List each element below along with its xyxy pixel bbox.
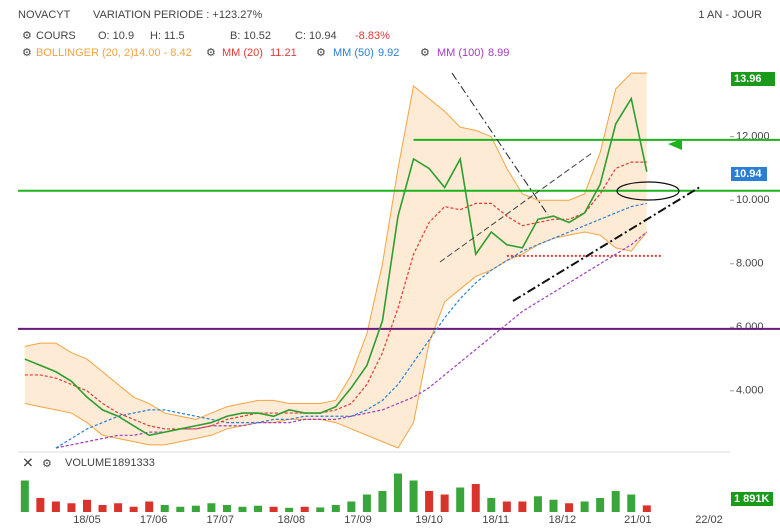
volume-bar [580, 501, 589, 512]
volume-bar [20, 480, 29, 512]
legend-mm20-value: 11.21 [270, 47, 297, 59]
y-tick-label: 6.000 [736, 321, 764, 333]
trendline [439, 152, 593, 263]
close-button[interactable]: ✕ [22, 455, 34, 471]
legend-close: C: 10.94 [295, 30, 337, 42]
legend-mm50-value: 9.92 [378, 47, 399, 59]
mm100-line [55, 231, 648, 449]
x-tick-label: 22/02 [695, 514, 723, 526]
legend-cours: COURS [36, 30, 76, 42]
volume-bar [642, 505, 651, 512]
volume-bar [487, 498, 496, 512]
arrow [668, 139, 682, 150]
volume-bar [316, 507, 325, 512]
volume-bar [114, 503, 123, 512]
volume-bar [191, 505, 200, 512]
legend-volume-value: 1891333 [112, 457, 155, 469]
volume-bar [207, 503, 216, 512]
close-label: 10.94 [734, 168, 762, 180]
volume-bar [67, 503, 76, 512]
x-tick-label: 18/08 [278, 514, 306, 526]
gear[interactable]: ⚙ [420, 47, 430, 59]
volume-bar [222, 505, 231, 512]
volume-bar [98, 505, 107, 512]
volume-bar [378, 491, 387, 512]
y-tick-label: 4.000 [736, 385, 764, 397]
volume-bar [129, 506, 138, 512]
high-box [731, 72, 775, 86]
volume-bar [596, 498, 605, 512]
volume-label: 1 891K [734, 493, 770, 505]
volume-bar [300, 506, 309, 512]
volume-bar [254, 505, 263, 512]
x-tick-label: 21/01 [624, 514, 652, 526]
volume-bar [83, 499, 91, 512]
volume-bar [176, 506, 185, 512]
volume-bar [533, 496, 542, 512]
volume-bar [565, 503, 574, 512]
volume-bar [627, 494, 636, 512]
legend-low: B: 10.52 [230, 30, 271, 42]
gear[interactable]: ⚙ [22, 30, 32, 42]
volume-bar [331, 505, 340, 512]
volume-box [731, 492, 773, 506]
legend-high: H: 11.5 [150, 30, 185, 42]
volume-bar [285, 507, 294, 512]
volume-bar [347, 501, 356, 512]
volume-bar [362, 494, 371, 512]
volume-bar [502, 501, 511, 512]
trendline [451, 72, 549, 216]
gear[interactable]: ⚙ [42, 458, 52, 470]
volume-bar [145, 501, 154, 512]
gear[interactable]: ⚙ [316, 47, 326, 59]
volume-bar [394, 473, 402, 512]
x-tick-label: 17/07 [207, 514, 235, 526]
legend-mm100-value: 8.99 [488, 47, 509, 59]
legend-bollinger: BOLLINGER (20, 2) [36, 47, 134, 59]
legend-mm20: MM (20) [222, 47, 263, 59]
legend-open: O: 10.9 [98, 30, 134, 42]
legend-mm50: MM (50) [333, 47, 374, 59]
volume-bar [471, 484, 480, 512]
x-tick-label: 17/09 [344, 514, 372, 526]
volume-bar [611, 491, 620, 512]
y-tick-label: 8.000 [736, 258, 764, 270]
volume-bar [549, 499, 558, 512]
volume-bar [409, 480, 418, 512]
high-label: 13.96 [734, 73, 762, 85]
volume-bar [269, 506, 278, 512]
volume-bar [238, 506, 247, 512]
x-tick-label: 18/12 [549, 514, 577, 526]
period: 1 AN - JOUR [698, 9, 762, 21]
trendline [512, 186, 701, 302]
x-tick-label: 19/10 [415, 514, 443, 526]
price-line [24, 96, 648, 437]
legend-bollinger-values: 14.00 - 8.42 [133, 47, 192, 59]
x-tick-label: 18/11 [482, 514, 509, 526]
volume-bar [51, 501, 60, 512]
variation: VARIATION PERIODE : +123.27% [93, 9, 262, 21]
close-box [731, 167, 767, 181]
gear[interactable]: ⚙ [22, 47, 32, 59]
mm50-line [55, 202, 647, 449]
legend-mm100: MM (100) [437, 47, 484, 59]
legend-change: -8.83% [355, 30, 390, 42]
volume-bar [456, 487, 465, 512]
volume-bar [518, 501, 527, 512]
bollinger-line [24, 72, 647, 420]
x-tick-label: 17/06 [140, 514, 168, 526]
x-tick-label: 18/05 [73, 514, 101, 526]
y-tick-label: 10.000 [736, 194, 770, 206]
mm20-line [24, 161, 647, 430]
ellipse [616, 181, 680, 201]
volume-bar [160, 505, 169, 512]
volume-bar [425, 491, 434, 512]
gear[interactable]: ⚙ [206, 47, 216, 59]
volume-bar [440, 494, 449, 512]
symbol: NOVACYT [18, 9, 71, 21]
legend-volume: VOLUME [65, 457, 111, 469]
bollinger-band [24, 73, 647, 449]
volume-bar [36, 498, 45, 512]
